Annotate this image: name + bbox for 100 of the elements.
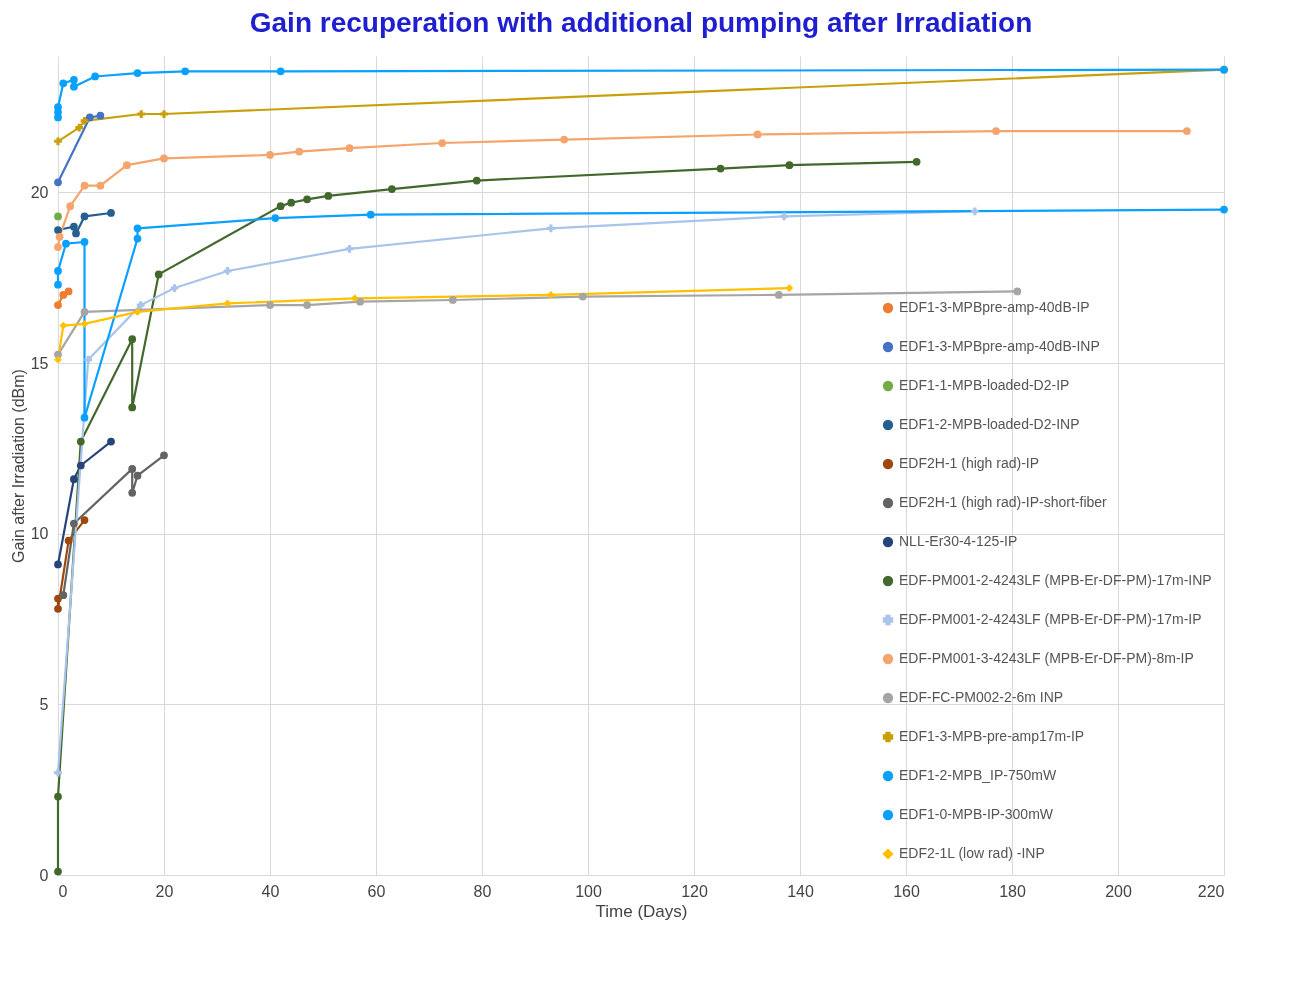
point [75,123,84,132]
point [76,461,85,470]
point [76,437,85,446]
legend-label: EDF-FC-PM002-2-6m INP [899,689,1064,705]
point [356,297,364,306]
point [80,212,89,221]
legend-label: EDF1-3-MPB-pre-amp17m-IP [899,728,1085,744]
point [54,243,62,251]
x-tick-label: 200 [1105,882,1132,900]
point [448,296,457,304]
point [54,267,62,275]
point [785,161,794,170]
point [64,536,73,545]
x-tick-label: 220 [1197,882,1225,900]
point [276,67,285,76]
point [136,301,145,309]
point [80,320,89,328]
x-tick-label: 100 [575,882,602,900]
point [154,270,163,279]
point [774,291,783,299]
point [123,161,131,170]
point [80,116,89,125]
point [133,308,142,316]
y-tick-label: 0 [39,866,49,884]
point [295,147,304,156]
x-tick-label: 180 [999,882,1026,900]
point [96,111,105,120]
point [303,301,311,309]
x-tick-label: 60 [367,882,386,900]
point [107,209,115,217]
legend-label: EDF2-1L (low rad) -INP [899,845,1045,861]
point [181,67,190,76]
point [971,207,979,216]
point [80,516,89,524]
point [54,137,62,146]
point [80,238,89,246]
point [992,127,1000,135]
point [59,79,68,88]
point [303,195,311,204]
legend-label: NLL-Er30-4-125-IP [899,533,1018,549]
point [70,519,78,528]
point [128,403,137,412]
point [170,284,179,292]
legend-label: EDF1-0-MPB-IP-300mW [899,806,1054,822]
point [271,214,280,222]
legend-label: EDF-PM001-3-4243LF (MPB-Er-DF-PM)-8m-IP [899,650,1194,666]
point [55,233,64,241]
point [54,560,62,569]
legend-label: EDF2H-1 (high rad)-IP [899,455,1040,471]
point [54,768,62,777]
x-tick-label: 40 [261,882,280,900]
x-tick-label: 80 [473,882,492,900]
point [133,471,142,480]
chart-title: Gain recuperation with additional pumping after Irradiation [249,7,1033,38]
point [287,198,296,207]
point [54,792,62,801]
point [62,239,70,248]
point [70,475,78,484]
point [64,287,73,296]
point [128,335,137,344]
point [324,192,333,200]
legend-label: EDF1-2-MPB-loaded-D2-INP [899,416,1080,432]
legend-label: EDF1-3-MPBpre-amp-40dB-IP [899,299,1090,315]
x-tick-label: 160 [893,882,920,900]
legend-label: EDF1-2-MPB_IP-750mW [899,767,1057,783]
point [160,110,168,118]
point [70,76,78,84]
point [59,591,68,600]
point [438,139,447,147]
point [137,110,146,118]
legend-label: EDF1-3-MPBpre-amp-40dB-INP [899,338,1100,354]
x-tick-label: 20 [155,882,174,900]
point [578,292,587,301]
x-tick-label: 140 [787,882,814,900]
point [160,451,168,460]
point [266,301,274,309]
point [133,69,142,77]
point [128,465,137,473]
point [80,181,89,190]
y-tick-label: 10 [30,525,49,543]
point [59,321,68,330]
x-tick-label: 0 [58,882,68,900]
point [70,222,78,231]
point [223,267,232,275]
point [91,72,99,81]
x-tick-label: 120 [681,882,708,900]
point [547,224,555,233]
y-axis-title: Gain after Irradiation (dBm) [9,369,27,563]
point [785,284,794,292]
y-tick-label: 15 [30,354,49,372]
point [54,226,62,234]
point [345,244,354,253]
point [160,154,168,163]
point [72,229,80,238]
point [366,210,375,219]
point [54,178,62,187]
point [54,301,62,309]
point [1013,287,1022,296]
point [388,185,396,193]
point [133,234,142,243]
